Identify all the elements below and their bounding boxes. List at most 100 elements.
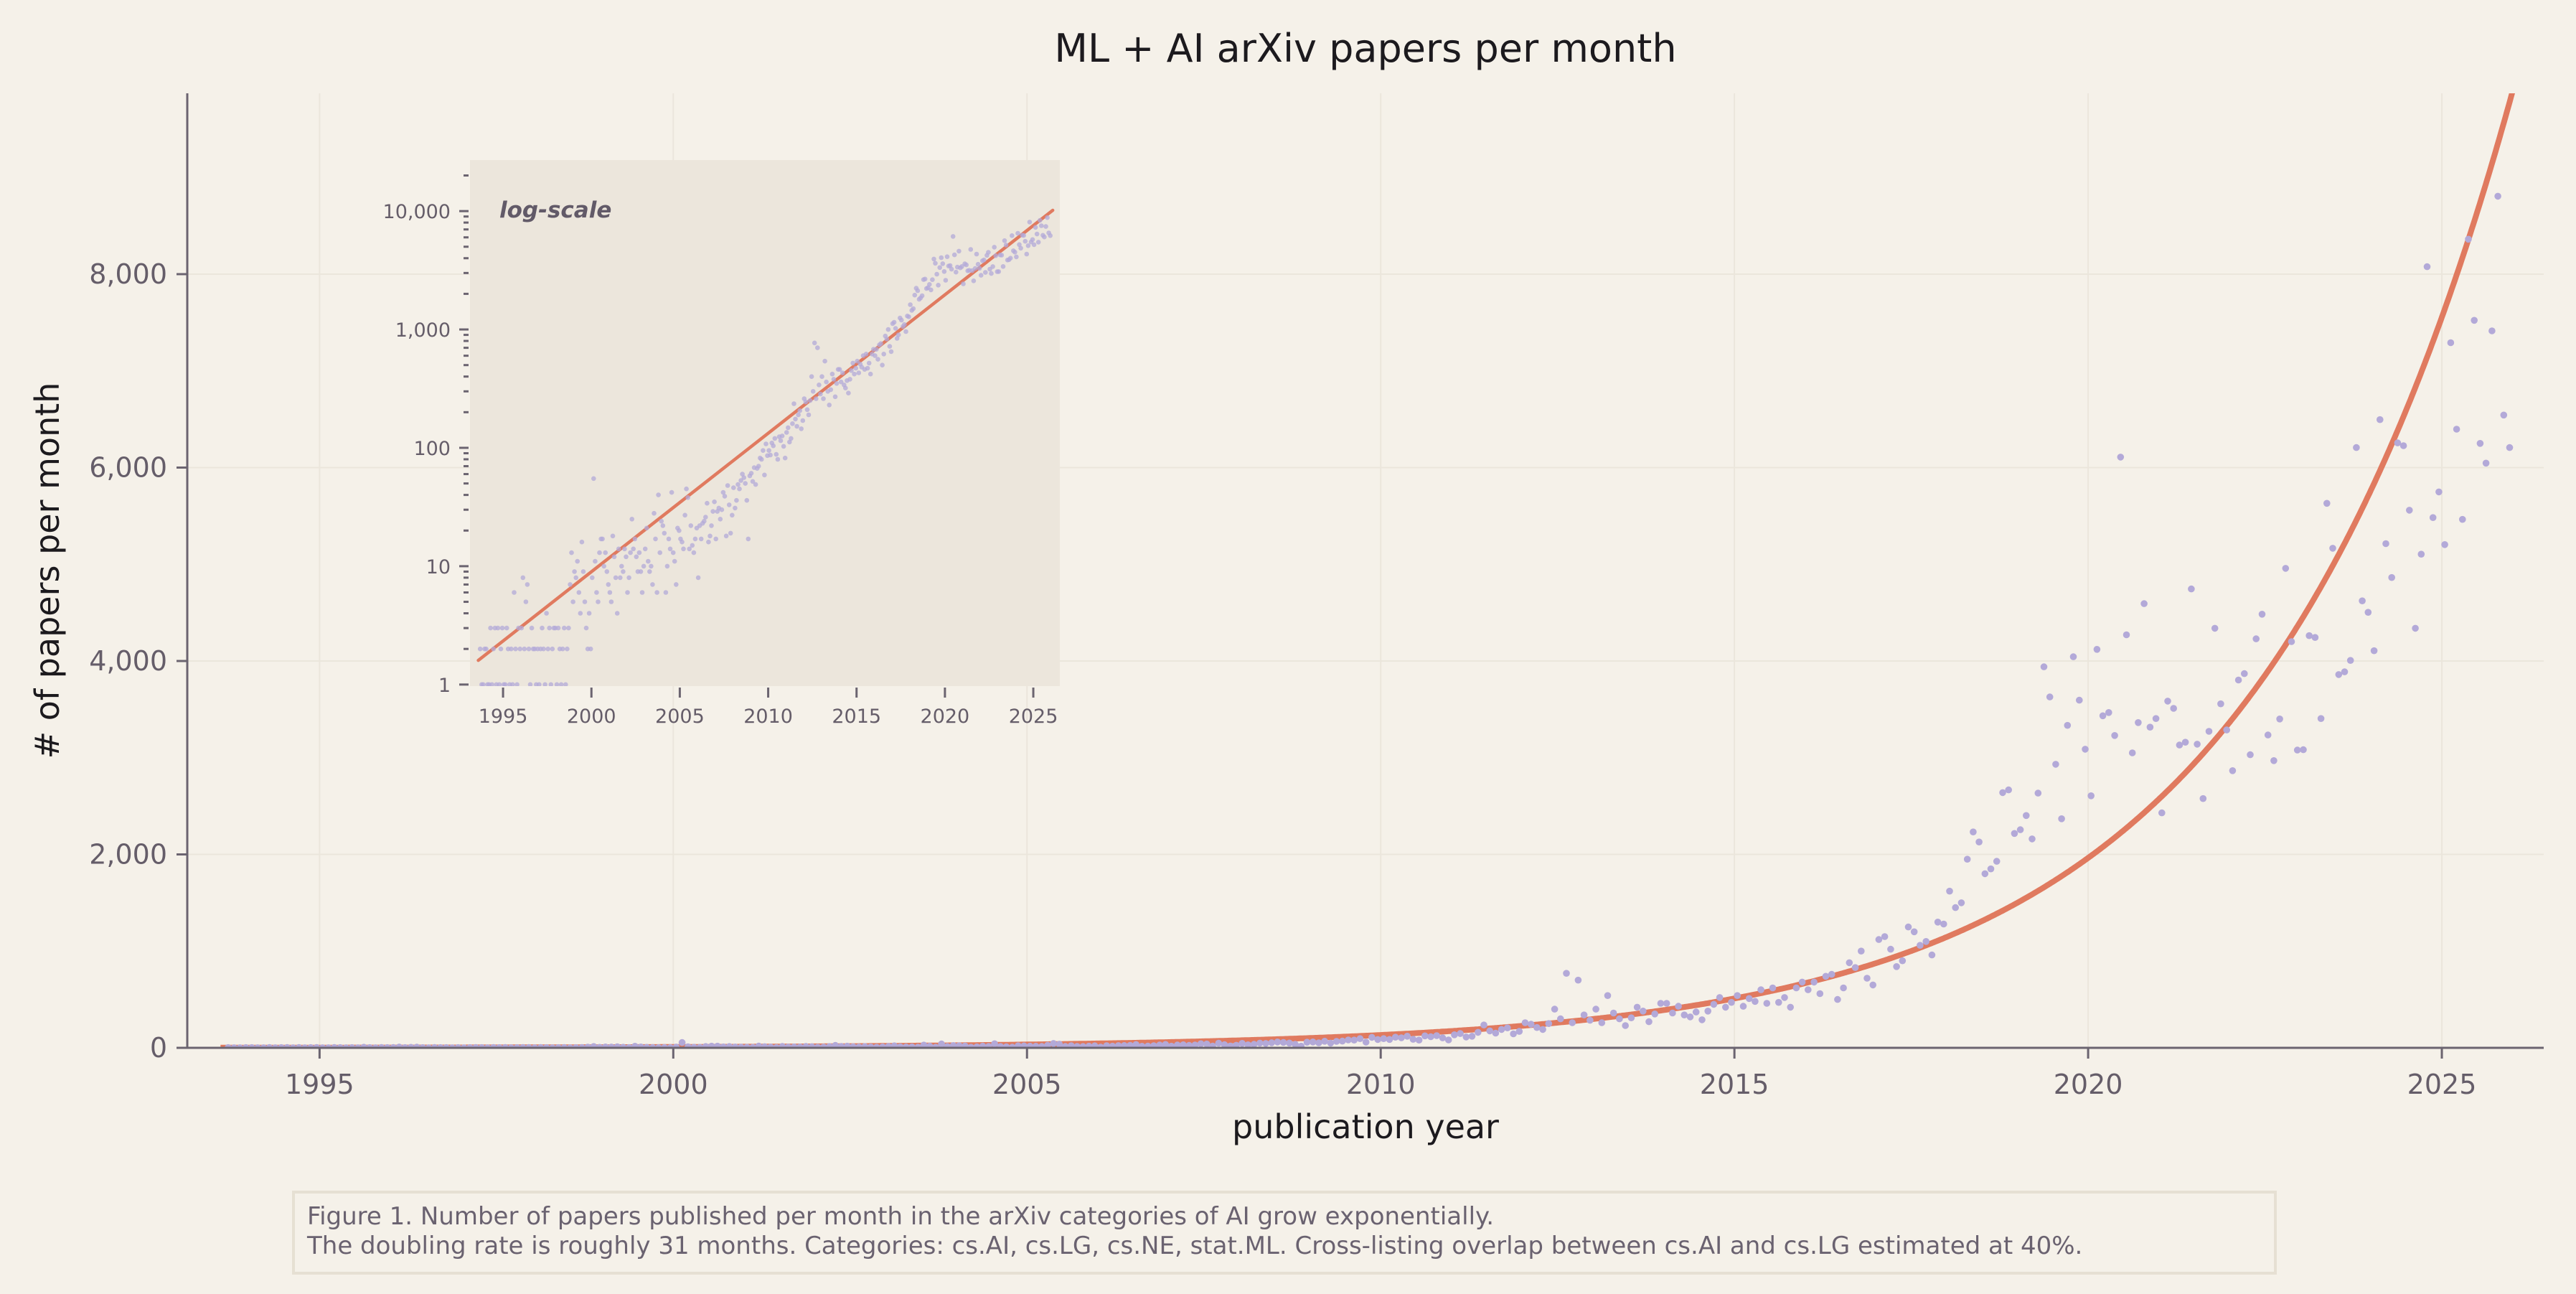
data-point [1468,1033,1476,1040]
data-point [2058,815,2065,822]
data-point [1356,1035,1364,1042]
data-point [1391,1033,1399,1041]
inset-data-point [922,276,928,282]
inset-data-point [660,523,666,528]
inset-data-point [545,646,550,652]
data-point [837,1043,845,1048]
data-point [614,1043,621,1048]
inset-data-point [750,479,756,484]
inset-data-point [575,558,580,564]
inset-data-point [607,590,613,595]
data-point [2300,746,2307,754]
inset-data-point [838,379,844,385]
data-point [1651,1011,1658,1018]
inset-data-point [512,590,517,595]
data-point [1757,986,1764,993]
inset-data-point [885,327,891,332]
inset-data-point [939,255,944,261]
data-point [1545,1020,1553,1027]
data-point [1238,1040,1246,1047]
inset-data-point [790,421,795,426]
inset-data-point [927,282,932,287]
inset-data-point [566,625,571,631]
data-point [1268,1039,1275,1046]
inset-data-point [974,251,979,257]
inset-data-point [840,370,845,375]
data-point [2364,609,2372,616]
inset-data-point [831,377,837,382]
inset-data-point [621,569,626,574]
data-point [720,1043,727,1048]
data-point [631,1043,639,1048]
inset-x-tick-label: 2005 [655,705,705,728]
data-point [2353,444,2360,451]
data-point [708,1042,715,1048]
data-point [2471,317,2478,324]
data-point [1398,1034,1405,1041]
inset-data-point [664,563,670,569]
inset-x-tick-label: 1995 [479,705,528,728]
data-point [2158,809,2166,817]
inset-data-point [590,575,595,581]
data-point [985,1043,992,1048]
inset-data-point [1023,238,1028,244]
data-point [1061,1043,1069,1048]
data-point [1380,1035,1388,1042]
y-axis-label: # of papers per month [28,383,67,759]
inset-data-point [708,533,713,539]
data-point [2399,442,2407,449]
data-point [1975,838,1983,845]
data-point [2465,235,2472,243]
inset-data-point [495,625,501,631]
data-point [2046,693,2054,700]
data-point [1946,887,1953,895]
inset-data-point [722,494,728,499]
inset-data-point [497,682,502,686]
inset-data-point [499,625,505,631]
inset-data-point [992,245,997,250]
inset-data-point [856,370,862,375]
data-point [1940,920,1947,928]
data-point [2488,327,2496,334]
inset-y-tick-label: 10 [426,556,451,578]
data-point [843,1042,851,1048]
inset-data-point [847,377,852,382]
inset-data-point [748,471,754,476]
inset-data-point [855,358,860,364]
inset-data-point [784,430,789,435]
inset-data-point [968,247,974,252]
inset-data-point [794,423,799,429]
data-point [826,1043,833,1048]
inset-data-point [709,523,714,528]
data-point [1079,1043,1087,1048]
data-point [1368,1033,1376,1041]
inset-data-point [931,256,936,262]
x-tick-label: 2000 [639,1069,708,1100]
inset-data-point [874,347,879,352]
data-point [1091,1042,1099,1048]
data-point [2241,670,2248,678]
data-point [1840,984,1847,992]
inset-data-point [579,539,585,545]
data-point [1745,995,1753,1003]
inset-data-point [540,625,545,631]
inset-scale-label: log-scale [499,197,611,223]
data-point [1180,1041,1187,1048]
data-point [2359,597,2366,604]
inset-data-point [902,322,907,327]
inset-data-point [691,550,697,555]
data-point [761,1043,768,1048]
inset-data-point [878,341,883,347]
data-point [2247,751,2254,759]
main-axes: 1995 2000 2005 2010 2015 2020 2025 0 2,000 4,000 6… [89,93,2544,1100]
inset-data-point [597,550,602,555]
data-point [2329,545,2336,552]
data-point [802,1043,809,1048]
inset-data-point [692,536,698,542]
inset-data-point [741,475,746,480]
inset-data-point [786,425,791,431]
data-point [1292,1041,1299,1048]
inset-data-point [642,546,648,552]
data-point [2258,611,2266,618]
inset-data-point [1017,242,1022,248]
